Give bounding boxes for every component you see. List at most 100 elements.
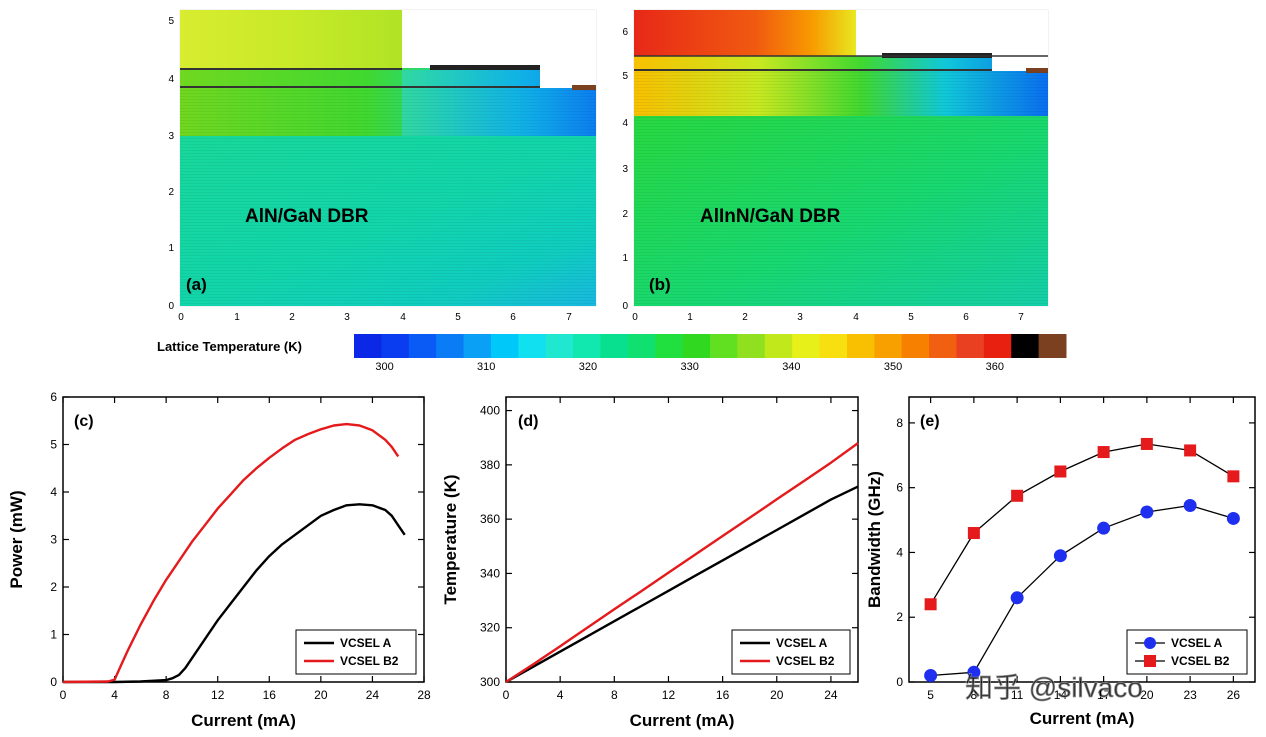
legend-label: VCSEL B2 <box>1171 654 1230 668</box>
x-tick-label: 23 <box>1183 688 1197 702</box>
map-a-panel: (a) <box>186 275 207 294</box>
panel-label: (e) <box>920 413 940 430</box>
x-tick-label: 20 <box>770 688 784 702</box>
y-tick-label: 6 <box>896 481 903 495</box>
map-b-xtick: 0 <box>632 312 638 323</box>
data-point <box>1053 549 1067 563</box>
colorbar-cell <box>354 334 382 358</box>
map-a-xtick: 7 <box>566 312 572 323</box>
map-b-xtick: 7 <box>1018 312 1024 323</box>
map-b: AlInN/GaN DBR (b) 0 1 2 3 4 5 6 7 0 1 2 … <box>622 9 1049 323</box>
data-point <box>1097 446 1110 459</box>
legend-label: VCSEL A <box>340 636 392 650</box>
map-a-ytick: 3 <box>168 131 174 142</box>
y-tick-label: 300 <box>480 675 500 689</box>
data-point <box>1054 465 1067 478</box>
map-a-label: AlN/GaN DBR <box>245 206 369 227</box>
colorbar: Lattice Temperature (K) 300 310 320 330 340 3… <box>157 334 1067 373</box>
data-point <box>1184 444 1197 457</box>
x-tick-label: 16 <box>716 688 730 702</box>
map-a-ytick: 1 <box>168 243 174 254</box>
x-tick-label: 8 <box>163 688 170 702</box>
y-tick-label: 5 <box>50 438 57 452</box>
x-tick-label: 8 <box>971 688 978 702</box>
colorbar-cell <box>929 334 957 358</box>
colorbar-cell <box>573 334 601 358</box>
colorbar-cell <box>408 334 437 358</box>
map-b-panel: (b) <box>649 275 671 294</box>
series-line <box>62 422 400 684</box>
chart-temperature: 0 4 8 12 16 20 24 300 320 340 360 380 400 Current (mA… <box>441 396 859 730</box>
data-point <box>967 527 980 540</box>
data-point <box>1011 489 1024 502</box>
y-tick-label: 4 <box>50 485 57 499</box>
colorbar-cells <box>354 334 1067 358</box>
colorbar-tick: 320 <box>579 361 597 373</box>
x-tick-label: 24 <box>824 688 838 702</box>
map-a-ytick: 5 <box>168 16 174 27</box>
y-tick-label: 340 <box>480 566 500 580</box>
y-tick-label: 0 <box>896 675 903 689</box>
x-tick-label: 26 <box>1227 688 1241 702</box>
data-point <box>1226 511 1240 525</box>
plot-frame <box>505 396 859 683</box>
y-tick-label: 6 <box>50 390 57 404</box>
y-tick-label: 8 <box>896 416 903 430</box>
map-b-ytick: 6 <box>622 27 628 38</box>
y-axis-title: Bandwidth (GHz) <box>865 471 884 608</box>
map-a-ytick: 4 <box>168 74 174 85</box>
x-tick-label: 28 <box>417 688 431 702</box>
map-a-xtick: 1 <box>234 312 240 323</box>
map-a-xtick: 2 <box>289 312 295 323</box>
y-axis-title: Power (mW) <box>7 490 26 588</box>
legend-marker <box>1144 655 1156 667</box>
colorbar-cell <box>819 334 848 358</box>
map-b-ytick: 2 <box>622 209 628 220</box>
colorbar-cell <box>1038 334 1067 358</box>
legend-marker <box>1144 637 1156 649</box>
map-b-xtick: 2 <box>742 312 748 323</box>
y-tick-label: 1 <box>50 628 57 642</box>
map-b-xtick: 5 <box>908 312 914 323</box>
map-a-xtick: 5 <box>455 312 461 323</box>
data-point <box>1227 470 1240 483</box>
colorbar-tick: 360 <box>986 361 1004 373</box>
colorbar-cell <box>682 334 711 358</box>
colorbar-cell <box>436 334 465 358</box>
x-tick-label: 16 <box>263 688 277 702</box>
data-point <box>924 669 938 683</box>
colorbar-cell <box>737 334 766 358</box>
map-b-ytick: 5 <box>622 71 628 82</box>
colorbar-cell <box>846 334 875 358</box>
y-tick-label: 2 <box>50 580 57 594</box>
colorbar-cell <box>764 334 793 358</box>
series-line <box>930 504 1234 677</box>
y-tick-label: 320 <box>480 621 500 635</box>
legend-label: VCSEL A <box>776 636 828 650</box>
legend-box <box>731 629 851 675</box>
map-a-xtick: 3 <box>344 312 350 323</box>
colorbar-cell <box>490 334 519 358</box>
colorbar-cell <box>545 334 574 358</box>
data-point <box>1010 591 1024 605</box>
y-tick-label: 400 <box>480 404 500 418</box>
colorbar-cell <box>901 334 930 358</box>
x-tick-label: 5 <box>927 688 934 702</box>
map-a-ytick: 2 <box>168 187 174 198</box>
colorbar-cell <box>710 334 738 358</box>
y-tick-label: 4 <box>896 545 903 559</box>
colorbar-tick: 350 <box>884 361 902 373</box>
colorbar-cell <box>792 334 821 358</box>
y-tick-label: 380 <box>480 458 500 472</box>
y-tick-label: 0 <box>50 675 57 689</box>
data-point <box>924 598 937 611</box>
colorbar-tick: 310 <box>477 361 495 373</box>
y-tick-label: 3 <box>50 533 57 547</box>
colorbar-cell <box>600 334 629 358</box>
x-tick-label: 12 <box>662 688 676 702</box>
legend-label: VCSEL B2 <box>776 654 835 668</box>
map-b-ytick: 0 <box>622 301 628 312</box>
data-point <box>1140 505 1154 519</box>
